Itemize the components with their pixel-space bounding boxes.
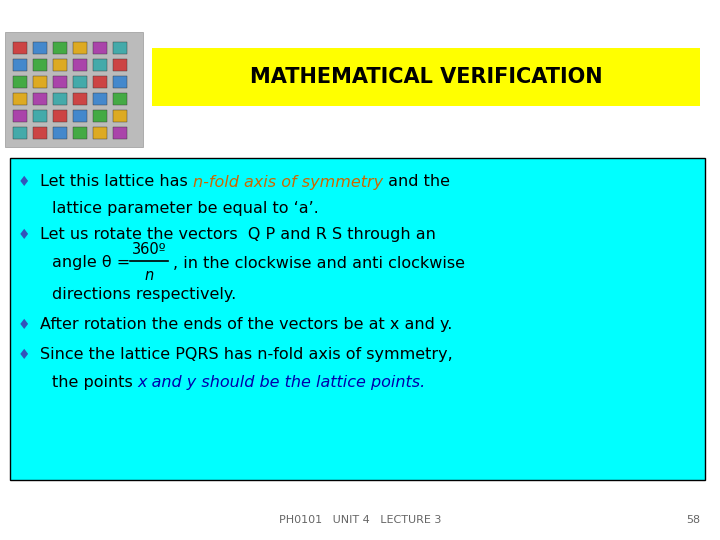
Text: ♦: ♦ [18, 175, 30, 189]
Bar [33, 42, 47, 54]
Bar [5, 32, 143, 147]
Bar [152, 48, 700, 106]
Bar [13, 127, 27, 139]
Bar [113, 76, 127, 88]
Bar [73, 59, 87, 71]
Bar [113, 59, 127, 71]
Text: x and y should be the lattice points.: x and y should be the lattice points. [138, 375, 426, 390]
Bar [53, 110, 67, 122]
Text: , in the clockwise and anti clockwise: , in the clockwise and anti clockwise [173, 255, 465, 271]
Bar [73, 42, 87, 54]
Bar [113, 42, 127, 54]
Text: ♦: ♦ [18, 228, 30, 242]
Bar [13, 42, 27, 54]
Bar [33, 59, 47, 71]
Bar [93, 42, 107, 54]
Text: 360º: 360º [132, 242, 166, 258]
Bar [113, 110, 127, 122]
Bar [93, 110, 107, 122]
Text: 58: 58 [686, 515, 700, 525]
Bar [33, 110, 47, 122]
Bar [13, 110, 27, 122]
Text: Since the lattice PQRS has n-fold axis of symmetry,: Since the lattice PQRS has n-fold axis o… [40, 348, 453, 362]
Bar [53, 59, 67, 71]
Text: directions respectively.: directions respectively. [52, 287, 236, 302]
Bar [113, 127, 127, 139]
Bar [73, 76, 87, 88]
Text: Let us rotate the vectors  Q P and R S through an: Let us rotate the vectors Q P and R S th… [40, 227, 436, 242]
Text: and the: and the [383, 174, 450, 190]
Text: n: n [145, 267, 153, 282]
Bar [13, 59, 27, 71]
Text: ♦: ♦ [18, 318, 30, 332]
Bar [93, 59, 107, 71]
Bar [13, 93, 27, 105]
Bar [73, 93, 87, 105]
Text: Let this lattice has: Let this lattice has [40, 174, 193, 190]
Bar [93, 76, 107, 88]
Text: the points: the points [52, 375, 138, 390]
Text: angle θ =: angle θ = [52, 255, 135, 271]
Bar [113, 93, 127, 105]
Text: MATHEMATICAL VERIFICATION: MATHEMATICAL VERIFICATION [250, 67, 603, 87]
Text: ♦: ♦ [18, 348, 30, 362]
Bar [53, 42, 67, 54]
Text: After rotation the ends of the vectors be at x and y.: After rotation the ends of the vectors b… [40, 318, 452, 333]
Bar [53, 93, 67, 105]
Bar [73, 110, 87, 122]
Bar [13, 76, 27, 88]
Bar [33, 93, 47, 105]
Bar [93, 127, 107, 139]
Bar [73, 127, 87, 139]
Bar [53, 76, 67, 88]
Bar [53, 127, 67, 139]
Text: lattice parameter be equal to ‘a’.: lattice parameter be equal to ‘a’. [52, 200, 319, 215]
Bar [33, 127, 47, 139]
Bar [33, 76, 47, 88]
Text: n-fold axis of symmetry: n-fold axis of symmetry [193, 174, 383, 190]
Bar [93, 93, 107, 105]
Bar [10, 158, 705, 480]
Text: PH0101   UNIT 4   LECTURE 3: PH0101 UNIT 4 LECTURE 3 [279, 515, 441, 525]
